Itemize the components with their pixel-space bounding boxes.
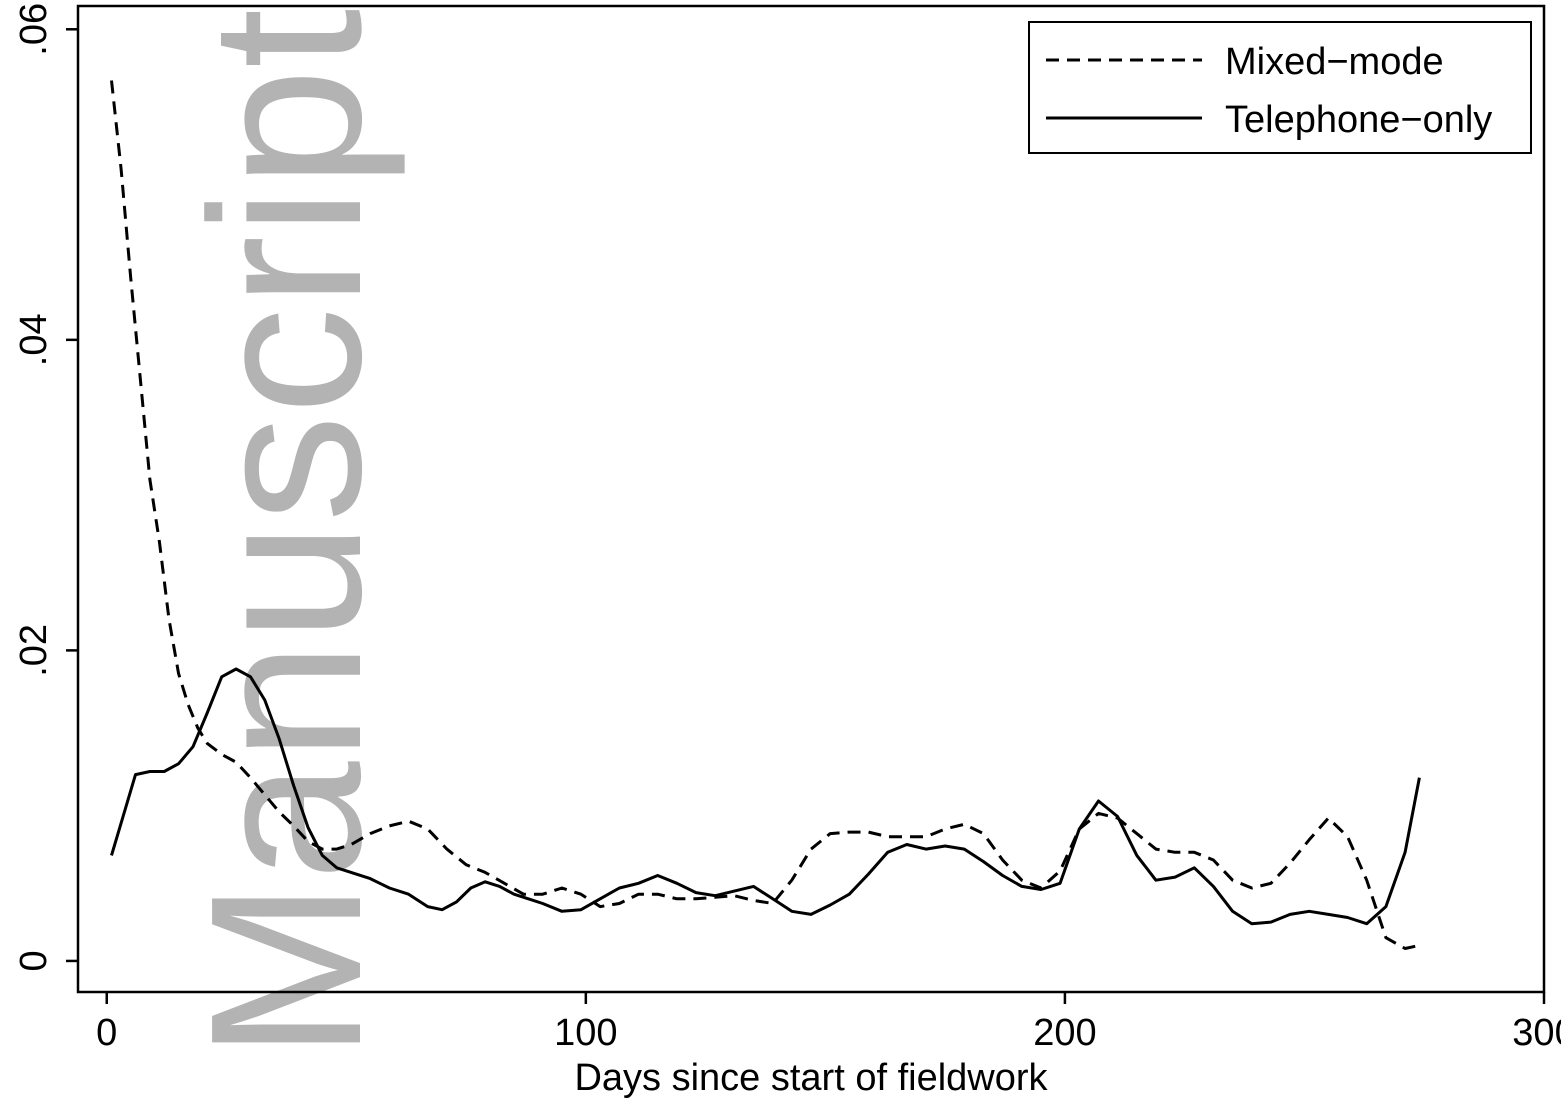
legend-box [1028,21,1532,154]
axes-layer: 0 100 200 300 0 .02 .04 .06 [13,3,1561,1054]
series-line-mixed-mode [110,80,1420,950]
legend-label-mixed-mode: Mixed−mode [1225,41,1444,83]
y-tick-label-p02: .02 [13,624,55,677]
x-tick-label-300: 300 [1512,1012,1561,1054]
watermark-text: Manuscript [165,9,406,1060]
x-axis-title: Days since start of fieldwork [574,1057,1048,1099]
y-tick-label-0: 0 [13,950,55,971]
y-tick-label-p04: .04 [13,313,55,366]
watermark-layer: Manuscript [165,9,406,1060]
x-tick-label-100: 100 [554,1012,617,1054]
legend-label-telephone-only: Telephone−only [1225,99,1492,141]
x-tick-label-200: 200 [1033,1012,1096,1054]
x-tick-label-0: 0 [96,1012,117,1054]
plot-frame [76,4,1546,994]
y-tick-label-p06: .06 [13,3,55,56]
series-line-telephone-only [110,667,1421,926]
series-layer [110,80,1421,950]
legend: Mixed−mode Telephone−only [1028,21,1532,154]
